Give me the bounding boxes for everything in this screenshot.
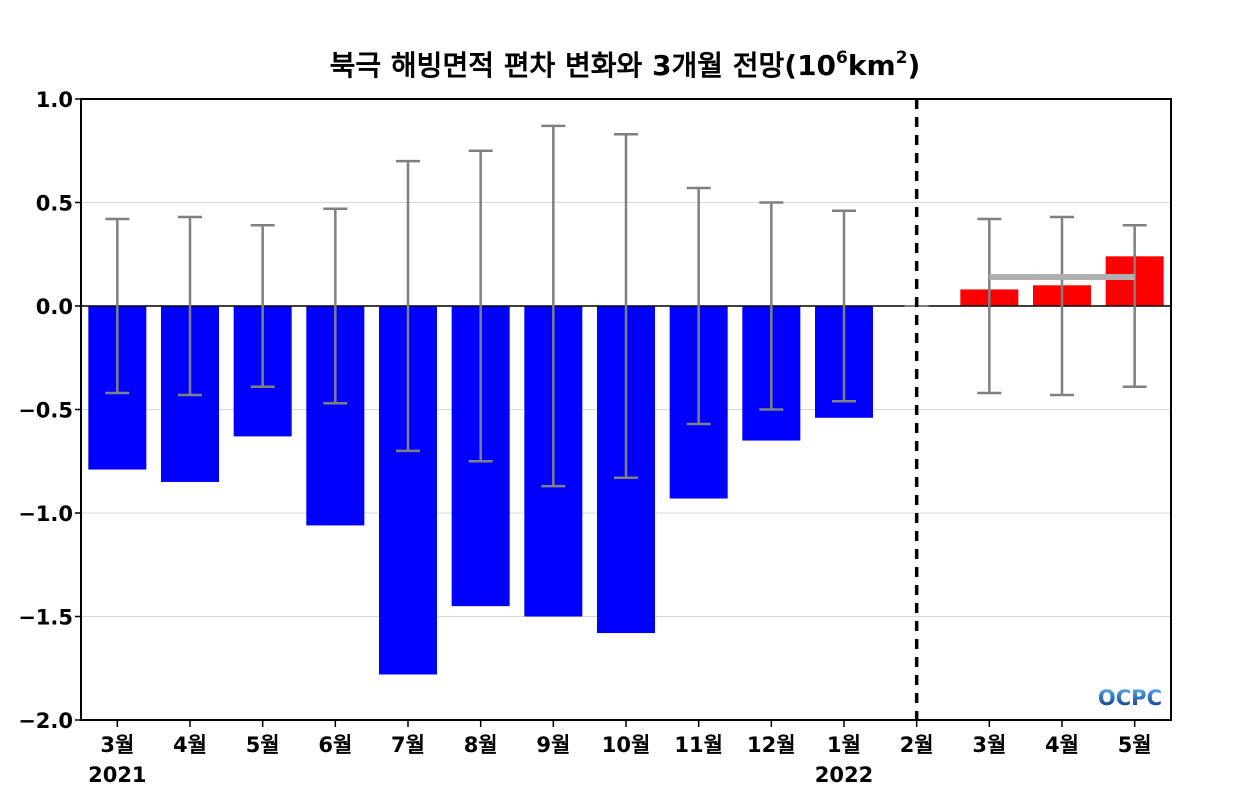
x-tick-label: 9월: [536, 733, 570, 757]
x-year-label: 2022: [815, 763, 873, 787]
y-tick-label: −0.5: [18, 399, 73, 423]
title-exponent-1: 6: [836, 47, 848, 68]
x-tick-label: 11월: [674, 733, 723, 757]
title-exponent-2: 2: [895, 47, 908, 68]
y-tick-label: 0.0: [36, 295, 73, 319]
y-tick-label: −1.0: [18, 502, 73, 526]
x-tick-label: 5월: [1118, 733, 1152, 757]
x-tick-label: 3월: [100, 733, 134, 757]
x-tick-label: 1월: [827, 733, 861, 757]
x-tick-label: 8월: [464, 733, 498, 757]
title-end: ): [907, 49, 921, 82]
y-tick-label: −1.5: [18, 606, 73, 630]
title-unit: km: [847, 49, 896, 82]
chart-title: 북극 해빙면적 편차 변화와 3개월 전망(106km2): [0, 44, 1250, 84]
y-tick-label: 1.0: [36, 88, 73, 112]
y-tick-label: −2.0: [18, 709, 73, 733]
y-axis-ticks: 1.0 0.5 0.0 −0.5 −1.0 −1.5 −2.0: [18, 88, 81, 733]
title-main: 북극 해빙면적 편차 변화와 3개월 전망(10: [329, 49, 837, 82]
x-tick-label: 4월: [173, 733, 207, 757]
ocpc-logo: OCPC: [1098, 686, 1162, 710]
x-tick-label: 10월: [602, 733, 651, 757]
x-tick-label: 3월: [972, 733, 1006, 757]
x-tick-label: 2월: [900, 733, 934, 757]
error-bar-layer: [105, 124, 1147, 488]
x-tick-label: 5월: [246, 733, 280, 757]
x-tick-label: 4월: [1045, 733, 1079, 757]
x-tick-label: 6월: [318, 733, 352, 757]
y-tick-label: 0.5: [36, 192, 73, 216]
x-axis-ticks: 3월 4월 5월 6월 7월 8월 9월 10월 11월 12월 1월 2월 3월 4월 5월 2021 202…: [88, 720, 1152, 787]
x-tick-label: 7월: [391, 733, 425, 757]
x-tick-label: 12월: [747, 733, 796, 757]
logo-text: OCPC: [1098, 686, 1162, 710]
x-year-label: 2021: [88, 763, 146, 787]
